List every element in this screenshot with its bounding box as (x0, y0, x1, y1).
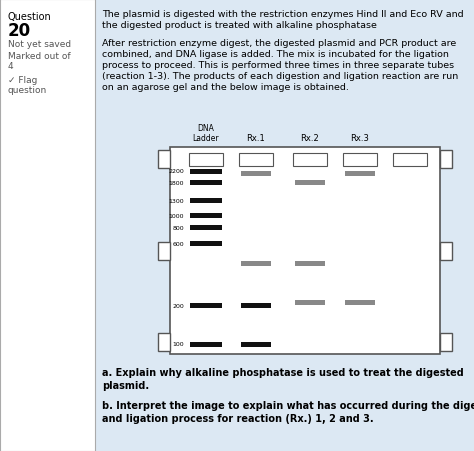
Text: Ladder: Ladder (193, 133, 219, 143)
Bar (241, 342, 271, 347)
Bar (241, 303, 271, 308)
Bar (190, 169, 222, 174)
Text: The plasmid is digested with the restriction enzymes Hind ll and Eco RV and: The plasmid is digested with the restric… (102, 10, 464, 19)
Text: After restriction enzyme digest, the digested plasmid and PCR product are: After restriction enzyme digest, the dig… (102, 39, 456, 48)
Bar (190, 342, 222, 347)
Text: ✓ Flag: ✓ Flag (8, 76, 37, 85)
Bar (345, 300, 375, 305)
Text: Rx.1: Rx.1 (246, 133, 265, 143)
Text: Question: Question (8, 12, 52, 22)
Bar (440, 151, 452, 169)
Text: the digested product is treated with alkaline phosphatase: the digested product is treated with alk… (102, 21, 377, 30)
Bar (241, 172, 271, 177)
Text: 1800: 1800 (168, 180, 184, 185)
Text: Rx.3: Rx.3 (351, 133, 369, 143)
Bar (0, 0, 95, 451)
Text: on an agarose gel and the below image is obtained.: on an agarose gel and the below image is… (102, 83, 349, 92)
Bar (345, 172, 375, 177)
Bar (189, 154, 223, 166)
Bar (440, 333, 452, 351)
Text: 2200: 2200 (168, 169, 184, 174)
Bar (393, 154, 427, 166)
Text: Marked out of: Marked out of (8, 52, 71, 61)
Text: 20: 20 (8, 22, 31, 40)
Bar (158, 333, 170, 351)
Bar (440, 242, 452, 260)
Text: Rx.2: Rx.2 (301, 133, 319, 143)
Text: 800: 800 (173, 226, 184, 230)
Bar (343, 154, 377, 166)
Bar (241, 262, 271, 267)
Bar (295, 262, 325, 267)
Text: (reaction 1-3). The products of each digestion and ligation reaction are run: (reaction 1-3). The products of each dig… (102, 72, 458, 81)
Text: DNA: DNA (198, 124, 214, 133)
Bar (239, 154, 273, 166)
Text: 1000: 1000 (168, 213, 184, 218)
Text: process to proceed. This is performed three times in three separate tubes: process to proceed. This is performed th… (102, 61, 454, 70)
Bar (190, 198, 222, 203)
Bar (190, 213, 222, 218)
Bar (158, 151, 170, 169)
Bar (190, 303, 222, 308)
Text: a. Explain why alkaline phosphatase is used to treat the digested
plasmid.: a. Explain why alkaline phosphatase is u… (102, 367, 464, 390)
Bar (293, 154, 327, 166)
Bar (295, 180, 325, 185)
Bar (295, 300, 325, 305)
Text: combined, and DNA ligase is added. The mix is incubated for the ligation: combined, and DNA ligase is added. The m… (102, 50, 449, 59)
Bar (190, 226, 222, 230)
Text: 100: 100 (173, 342, 184, 347)
Text: 4: 4 (8, 62, 14, 71)
Bar (170, 147, 440, 354)
Text: 200: 200 (172, 303, 184, 308)
Bar (190, 242, 222, 247)
Bar (158, 242, 170, 260)
Text: b. Interpret the image to explain what has occurred during the digestion
and lig: b. Interpret the image to explain what h… (102, 400, 474, 423)
Text: Not yet saved: Not yet saved (8, 40, 71, 49)
Text: question: question (8, 86, 47, 95)
Bar (190, 180, 222, 185)
Text: 600: 600 (173, 242, 184, 247)
Text: 1300: 1300 (168, 198, 184, 203)
